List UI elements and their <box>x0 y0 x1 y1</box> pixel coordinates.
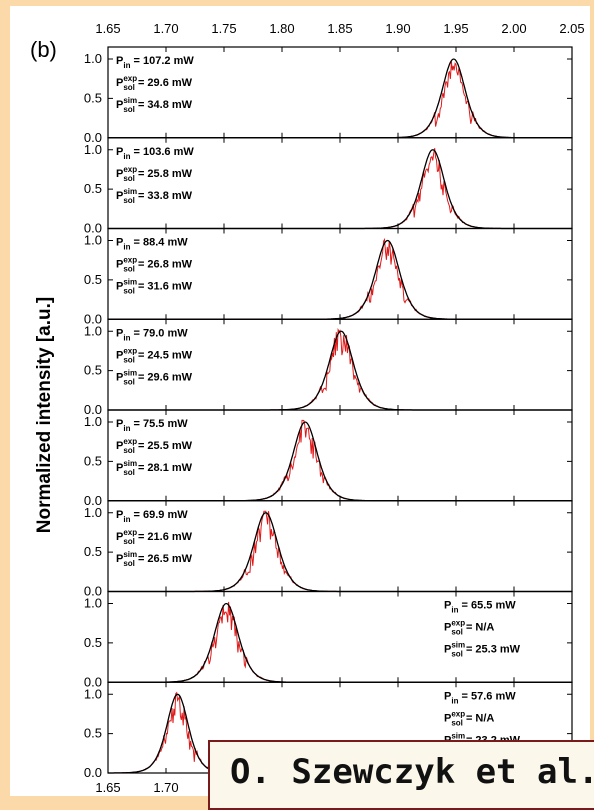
plot-area: 1.65 1.70 1.75 1.80 1.85 1.90 1.95 2.00 2.05 1.65… <box>84 21 585 795</box>
y-tick-label: 0.5 <box>84 544 102 559</box>
y-tick-label: 0.5 <box>84 363 102 378</box>
annotation-sim: Psim sol = 26.5 mW <box>116 550 193 568</box>
x-tick-label-bottom: 1.70 <box>153 780 178 795</box>
annotation-exp: Pexp sol = 21.6 mW <box>116 528 193 546</box>
annotation-exp: Pexp sol = 25.8 mW <box>116 165 193 183</box>
annotation-pin: Pin = 57.6 mW <box>444 690 516 705</box>
annotation-pin: Pin = 75.5 mW <box>116 418 188 433</box>
y-tick-label: 1.0 <box>84 233 102 248</box>
watermark-text: O. Szewczyk et al. <box>230 752 594 792</box>
y-tick-label: 0.5 <box>84 181 102 196</box>
y-tick-label: 0.0 <box>84 674 102 689</box>
y-tick-label: 1.0 <box>84 686 102 701</box>
annotation-sim: Psim sol = 31.6 mW <box>116 278 193 296</box>
y-tick-label: 0.0 <box>84 130 102 145</box>
annotation-sim: Psim sol = 25.3 mW <box>444 641 521 659</box>
y-tick-label: 0.0 <box>84 584 102 599</box>
x-tick-label-top: 1.85 <box>327 21 352 36</box>
x-tick-label-top: 2.05 <box>559 21 584 36</box>
annotation-pin: Pin = 69.9 mW <box>116 509 188 524</box>
y-tick-label: 1.0 <box>84 323 102 338</box>
annotation-exp: Pexp sol = N/A <box>444 619 494 637</box>
y-tick-label: 0.5 <box>84 726 102 741</box>
x-tick-label-top: 1.70 <box>153 21 178 36</box>
x-tick-label-top: 2.00 <box>501 21 526 36</box>
annotation-exp: Pexp sol = 25.5 mW <box>116 437 193 455</box>
y-tick-label: 0.5 <box>84 272 102 287</box>
y-tick-label: 0.0 <box>84 765 102 780</box>
y-tick-label: 1.0 <box>84 596 102 611</box>
annotation-pin: Pin = 103.6 mW <box>116 146 194 161</box>
panel-label: (b) <box>30 37 57 62</box>
y-tick-label: 1.0 <box>84 142 102 157</box>
x-tick-label-top: 1.65 <box>95 21 120 36</box>
annotation-sim: Psim sol = 28.1 mW <box>116 459 193 477</box>
annotation-exp: Pexp sol = 29.6 mW <box>116 74 193 92</box>
y-tick-label: 0.5 <box>84 90 102 105</box>
annotation-pin: Pin = 65.5 mW <box>444 600 516 615</box>
y-tick-label: 0.0 <box>84 402 102 417</box>
x-tick-label-top: 1.90 <box>385 21 410 36</box>
annotation-sim: Psim sol = 34.8 mW <box>116 96 193 114</box>
y-axis-label: Normalized intensity [a.u.] <box>34 297 55 533</box>
x-tick-label-bottom: 1.65 <box>95 780 120 795</box>
y-tick-label: 0.0 <box>84 221 102 236</box>
annotation-pin: Pin = 79.0 mW <box>116 327 188 342</box>
y-tick-label: 0.5 <box>84 453 102 468</box>
annotation-exp: Pexp sol = 24.5 mW <box>116 346 193 364</box>
x-tick-label-top: 1.75 <box>211 21 236 36</box>
y-tick-label: 0.0 <box>84 311 102 326</box>
y-tick-label: 1.0 <box>84 51 102 66</box>
annotation-pin: Pin = 107.2 mW <box>116 55 194 70</box>
y-tick-label: 0.5 <box>84 635 102 650</box>
y-tick-label: 1.0 <box>84 505 102 520</box>
annotation-pin: Pin = 88.4 mW <box>116 237 188 252</box>
x-tick-label-top: 1.80 <box>269 21 294 36</box>
watermark-box: O. Szewczyk et al. <box>208 740 594 810</box>
annotation-sim: Psim sol = 29.6 mW <box>116 368 193 386</box>
y-tick-label: 1.0 <box>84 414 102 429</box>
annotation-exp: Pexp sol = 26.8 mW <box>116 256 193 274</box>
x-tick-label-top: 1.95 <box>443 21 468 36</box>
y-tick-label: 0.0 <box>84 493 102 508</box>
annotation-exp: Pexp sol = N/A <box>444 709 494 727</box>
annotation-sim: Psim sol = 33.8 mW <box>116 187 193 205</box>
